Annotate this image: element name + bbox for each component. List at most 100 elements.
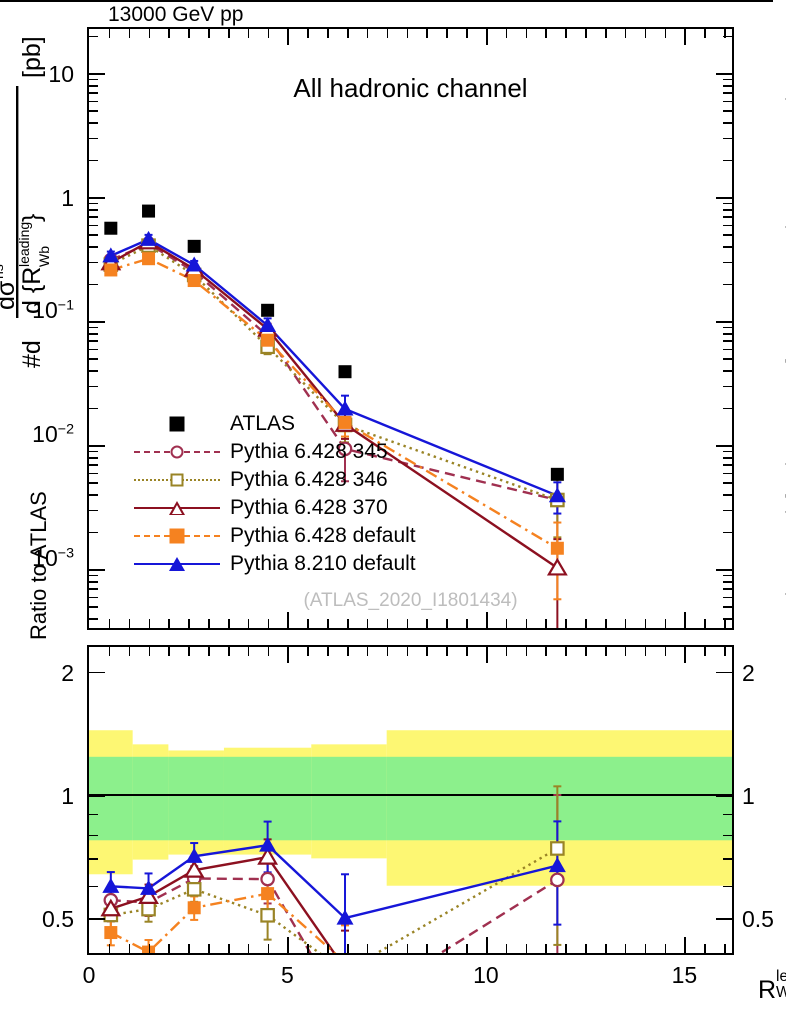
axis-tick [247,944,250,953]
axis-tick [565,619,567,628]
axis-tick [89,457,98,459]
axis-tick [724,647,726,656]
main-plot-frame: All hadronic channel (ATLAS_2020_I180143… [87,27,734,630]
data-point-marker [140,879,158,895]
axis-tick [525,619,528,628]
axis-tick [684,29,686,45]
legend-item[interactable]: Pythia 6.428 370 [134,494,416,522]
main-ytick-1e-3: 10−3 [32,545,74,571]
axis-tick [89,209,98,211]
axis-tick [723,588,732,590]
legend-label: Pythia 6.428 370 [230,496,388,519]
axis-tick [287,29,290,45]
axis-tick [188,944,190,953]
axis-tick [267,29,270,38]
axis-tick [366,944,369,953]
legend-item[interactable]: Pythia 8.210 default [134,550,416,578]
axis-tick [89,100,98,103]
data-point-marker [186,882,202,897]
legend-marker-sample [170,473,184,487]
axis-tick [664,647,667,656]
axis-tick [128,29,131,38]
axis-tick [585,619,587,628]
main-ytick-1: 1 [61,185,74,211]
axis-tick [664,944,667,953]
axis-tick [505,29,508,38]
ratio-plot-frame [87,645,734,955]
axis-tick [723,202,732,205]
axis-tick [128,944,131,953]
axis-tick [723,110,732,112]
svg-text:}: } [18,214,46,222]
axis-tick [89,261,98,264]
ratio-ytick-1: 1 [61,783,74,809]
ratio-ytick-0.5: 0.5 [42,906,74,932]
process-label: tt [0,0,774,24]
axis-tick [466,647,468,656]
axis-tick [723,606,732,608]
data-point-marker [102,877,120,893]
axis-tick [724,944,726,953]
data-point-marker [104,926,118,940]
axis-tick [148,29,151,38]
legend-marker-sample [169,501,185,515]
axis-tick [89,35,98,38]
axis-tick [89,509,98,512]
data-point-marker [546,557,568,576]
axis-tick [585,647,587,656]
axis-tick [723,457,732,459]
axis-tick [704,619,706,628]
data-point-marker [548,487,566,503]
data-point-marker [138,886,159,905]
data-point-marker [261,333,275,347]
axis-tick [89,569,105,571]
axis-tick [386,29,389,38]
svg-text:ns: ns [0,264,6,279]
legend-key [134,551,220,577]
axis-tick [227,29,230,38]
axis-tick [89,85,98,87]
svg-text:#d: #d [18,340,46,368]
axis-tick [188,619,190,628]
axis-tick [89,202,98,205]
axis-tick [208,944,210,953]
axis-tick [723,35,732,38]
legend-marker-sample [169,557,185,571]
axis-tick [89,358,98,360]
axis-tick [723,531,732,534]
axis-tick [716,671,732,674]
legend-marker-sample [169,528,185,544]
axis-tick [723,574,732,577]
legend-item[interactable]: Pythia 6.428 346 [134,466,416,494]
svg-text:dσ: dσ [0,280,20,310]
legend-item[interactable]: ATLAS [134,410,416,438]
axis-tick [89,110,98,112]
legend-key [134,495,220,521]
axis-tick [89,216,98,218]
legend-marker-sample [170,445,184,459]
axis-tick [664,619,667,628]
axis-tick [723,246,732,248]
axis-tick [723,348,732,351]
legend-item[interactable]: Pythia 6.428 default [134,522,416,550]
axis-tick [466,29,468,38]
legend-label: Pythia 6.428 default [230,524,416,547]
legend-item[interactable]: Pythia 6.428 345 [134,438,416,466]
axis-tick [723,482,732,484]
axis-tick [684,937,686,953]
axis-tick [89,224,98,227]
axis-tick [565,944,567,953]
axis-tick [89,813,98,816]
axis-tick [684,647,686,663]
axis-tick [89,472,98,475]
axis-tick [89,494,98,496]
main-ytick-10: 10 [48,61,74,87]
axis-tick [89,671,105,674]
axis-tick [724,619,726,628]
axis-tick [89,482,98,484]
x-tick-label: 15 [671,962,698,988]
data-point-marker [550,841,565,856]
axis-tick [723,858,732,860]
axis-tick [89,92,98,94]
